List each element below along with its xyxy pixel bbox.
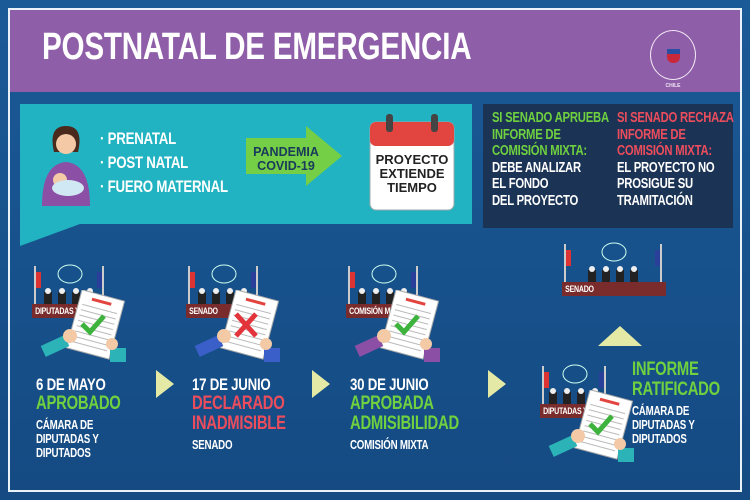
document-check-illustration bbox=[546, 389, 646, 470]
arrow-up-icon bbox=[598, 326, 642, 346]
chamber-label: SENADO bbox=[565, 284, 594, 294]
mother-baby-icon bbox=[42, 126, 90, 206]
chamber-label: SENADO bbox=[189, 306, 218, 316]
arrow-label: PANDEMIA COVID-19 bbox=[253, 145, 319, 173]
document-cross-illustration bbox=[192, 289, 292, 370]
page-title: POSTNATAL DE EMERGENCIA bbox=[42, 26, 472, 68]
calendar-label: PROYECTO EXTIENDE TIEMPO bbox=[375, 152, 449, 195]
intro-pointer bbox=[20, 224, 80, 246]
document-check-illustration bbox=[38, 289, 138, 370]
chamber-label: COMISIÓN MIXTA bbox=[349, 306, 405, 316]
calendar-icon bbox=[369, 114, 455, 211]
arrow-right-icon bbox=[488, 370, 506, 398]
outcomes-panel bbox=[483, 104, 733, 228]
step-2: 17 DE JUNIO DECLARADO INADMISIBLE SENADO bbox=[192, 375, 286, 452]
title-bar bbox=[10, 10, 740, 92]
reject-outcome: SI SENADO RECHAZA INFORME DE COMISIÓN MI… bbox=[617, 110, 734, 209]
chamber-logo: CHILE bbox=[650, 30, 696, 89]
chamber-senado-final: SENADO bbox=[562, 240, 666, 300]
right-item: · PRENATAL bbox=[100, 129, 176, 148]
chamber-label: DIPUTADAS Y DIPUTADOS bbox=[543, 406, 610, 416]
rights-list: · PRENATAL · POST NATAL · FUERO MATERNAL bbox=[100, 127, 228, 199]
arrow-right-icon bbox=[156, 370, 174, 398]
right-item: · FUERO MATERNAL bbox=[100, 177, 228, 196]
document-check-illustration bbox=[352, 289, 452, 370]
right-item: · POST NATAL bbox=[100, 153, 189, 172]
arrow-right-icon bbox=[312, 370, 330, 398]
approve-outcome: SI SENADO APRUEBA INFORME DE COMISIÓN MI… bbox=[492, 110, 609, 209]
arrow-right-icon bbox=[246, 126, 342, 186]
chamber-label: DIPUTADAS Y DIPUTADOS bbox=[35, 306, 108, 316]
shield-icon bbox=[667, 49, 680, 63]
step-3: 30 DE JUNIO APROBADA ADMISIBILIDAD COMIS… bbox=[350, 375, 459, 452]
